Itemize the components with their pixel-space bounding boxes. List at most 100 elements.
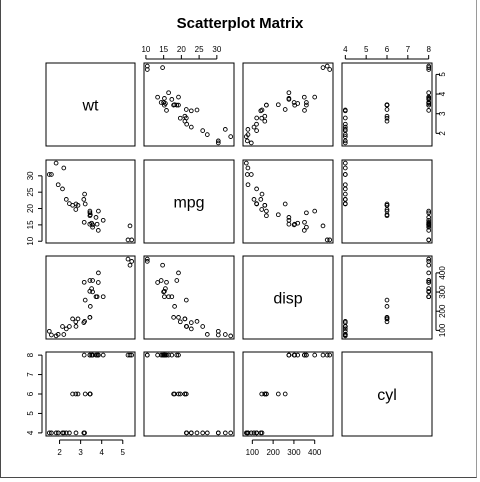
point-disp-vs-wt (96, 270, 101, 276)
point-disp-vs-mpg (169, 294, 175, 300)
point-wt-vs-disp (254, 115, 260, 121)
point-wt-vs-mpg (155, 94, 160, 100)
point-cyl-vs-mpg (174, 352, 180, 358)
point-wt-vs-disp (254, 121, 259, 127)
point-mpg-vs-disp (262, 202, 268, 208)
point-disp-vs-cyl (426, 294, 432, 300)
point-cyl-vs-mpg (183, 391, 189, 397)
point-disp-vs-wt (90, 289, 95, 295)
point-disp-vs-mpg (161, 289, 166, 295)
point-mpg-vs-wt (96, 208, 101, 214)
point-cyl-vs-mpg (176, 391, 181, 397)
point-disp-vs-mpg (215, 332, 221, 338)
x-tick-label-cyl: 7 (406, 45, 411, 54)
point-wt-vs-disp (248, 140, 254, 146)
point-cyl-vs-disp (291, 352, 297, 358)
point-mpg-vs-wt (73, 201, 79, 207)
y-tick-label-mpg: 10 (26, 236, 35, 245)
point-disp-vs-wt (67, 324, 72, 329)
point-disp-vs-wt (87, 278, 93, 283)
point-cyl-vs-wt (100, 352, 106, 358)
point-cyl-vs-mpg (188, 430, 194, 436)
y-tick-label-cyl: 6 (26, 391, 35, 396)
panel-cyl-disp (242, 351, 334, 437)
y-tick-label-wt: 4 (438, 91, 447, 96)
point-cyl-vs-disp (320, 352, 326, 358)
point-mpg-vs-disp (259, 191, 265, 197)
point-wt-vs-disp (312, 94, 318, 100)
point-mpg-vs-wt (67, 201, 72, 206)
point-cyl-vs-wt (81, 430, 87, 436)
point-disp-vs-mpg (188, 326, 194, 332)
point-cyl-vs-mpg (200, 430, 206, 436)
point-mpg-vs-cyl (342, 186, 348, 192)
point-disp-vs-wt (61, 332, 67, 337)
point-mpg-vs-cyl (426, 210, 432, 216)
point-cyl-vs-disp (275, 391, 281, 397)
x-tick-label-mpg: 25 (195, 45, 204, 54)
point-mpg-vs-disp (295, 220, 301, 226)
point-mpg-vs-wt (73, 207, 79, 212)
point-mpg-vs-disp (301, 228, 307, 233)
y-tick-label-cyl: 7 (26, 372, 35, 377)
point-disp-vs-wt (46, 328, 52, 334)
point-disp-vs-cyl (342, 333, 348, 339)
point-wt-vs-disp (245, 127, 251, 132)
x-tick-label-cyl: 8 (426, 45, 431, 54)
point-wt-vs-mpg (162, 96, 167, 101)
variable-label-disp: disp (273, 291, 302, 308)
point-cyl-vs-mpg (144, 352, 150, 358)
point-mpg-vs-cyl (426, 228, 432, 233)
point-mpg-vs-wt (94, 221, 100, 227)
point-disp-vs-wt (87, 315, 93, 320)
point-wt-vs-cyl (426, 108, 432, 113)
point-wt-vs-mpg (158, 100, 164, 105)
point-wt-vs-mpg (204, 132, 210, 137)
point-disp-vs-cyl (426, 270, 432, 276)
point-disp-vs-mpg (194, 319, 200, 324)
panel-mpg-cyl (341, 159, 433, 244)
point-wt-vs-mpg (166, 90, 171, 96)
point-cyl-vs-mpg (177, 391, 183, 397)
point-disp-vs-wt (82, 297, 88, 303)
point-cyl-vs-disp (264, 391, 269, 397)
point-disp-vs-cyl (342, 332, 348, 337)
point-cyl-vs-mpg (169, 352, 175, 358)
point-wt-vs-disp (282, 107, 288, 112)
point-cyl-vs-wt (73, 430, 79, 436)
point-mpg-vs-wt (87, 221, 93, 227)
point-disp-vs-cyl (426, 289, 432, 295)
x-tick-label-mpg: 10 (141, 45, 150, 54)
point-mpg-vs-wt (82, 191, 87, 197)
x-tick-label-disp: 100 (246, 448, 260, 457)
point-disp-vs-mpg (162, 294, 167, 300)
point-mpg-vs-disp (244, 172, 250, 177)
point-wt-vs-cyl (342, 138, 348, 144)
point-disp-vs-cyl (426, 279, 432, 285)
point-wt-vs-cyl (384, 113, 390, 119)
point-mpg-vs-disp (304, 224, 309, 230)
point-disp-vs-mpg (174, 278, 180, 283)
x-tick-label-cyl: 5 (364, 45, 369, 54)
y-tick-label-mpg: 15 (26, 220, 35, 229)
point-mpg-vs-disp (304, 210, 309, 216)
y-tick-label-wt: 2 (438, 131, 447, 136)
x-tick-label-wt: 2 (57, 448, 62, 457)
point-mpg-vs-cyl (342, 201, 348, 207)
point-wt-vs-disp (251, 124, 257, 130)
point-mpg-vs-disp (292, 221, 298, 227)
point-cyl-vs-disp (254, 430, 260, 436)
point-wt-vs-disp (245, 132, 251, 137)
point-cyl-vs-mpg (176, 352, 181, 358)
point-disp-vs-mpg (222, 332, 228, 337)
point-cyl-vs-disp (262, 391, 268, 397)
y-tick-label-mpg: 25 (26, 187, 35, 196)
point-wt-vs-mpg (184, 121, 190, 127)
point-wt-vs-mpg (162, 102, 167, 108)
panel-mpg-mpg (143, 159, 235, 244)
point-mpg-vs-disp (248, 172, 254, 177)
x-tick-label-mpg: 30 (212, 45, 221, 54)
point-mpg-vs-wt (87, 208, 93, 214)
point-cyl-vs-wt (73, 391, 79, 397)
